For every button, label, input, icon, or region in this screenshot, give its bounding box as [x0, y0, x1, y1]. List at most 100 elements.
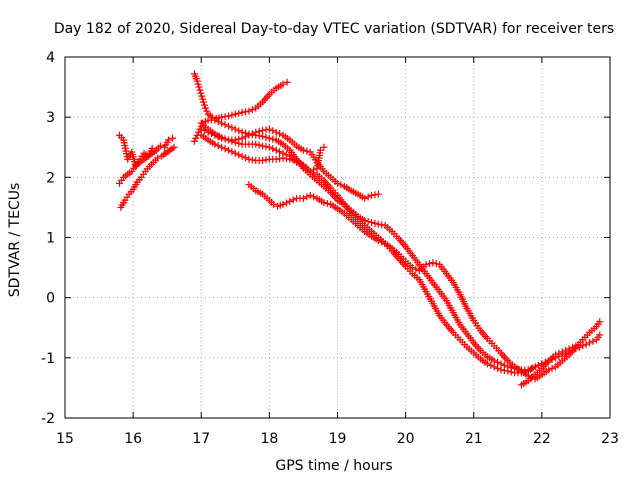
data-point-marker	[194, 80, 202, 88]
data-point-marker	[235, 151, 243, 159]
data-point-marker	[238, 128, 246, 136]
data-point-marker	[199, 95, 207, 103]
y-tick-label: 1	[46, 231, 55, 247]
series-track-a	[116, 131, 177, 171]
data-point-marker	[494, 364, 502, 372]
y-tick-label: 4	[46, 50, 55, 66]
x-tick-label: 17	[192, 431, 210, 447]
data-point-marker	[582, 340, 590, 348]
data-point-marker	[494, 358, 502, 366]
data-point-marker	[276, 130, 284, 138]
data-point-marker	[195, 83, 203, 91]
data-point-marker	[422, 261, 430, 269]
data-point-marker	[487, 361, 495, 369]
data-point-marker	[169, 134, 177, 142]
data-point-marker	[303, 147, 311, 155]
y-tick-label: -2	[41, 411, 55, 427]
data-point-marker	[211, 131, 219, 139]
data-point-marker	[555, 349, 563, 357]
data-point-marker	[231, 110, 239, 118]
data-point-marker	[193, 77, 201, 85]
series-track-d	[190, 70, 291, 122]
data-point-marker	[192, 134, 200, 142]
data-point-marker	[252, 140, 260, 148]
data-point-marker	[531, 363, 539, 371]
data-point-marker	[165, 136, 173, 144]
data-point-marker	[378, 238, 386, 246]
y-tick-label: 2	[46, 170, 55, 186]
data-point-marker	[201, 127, 209, 135]
data-point-marker	[170, 143, 178, 151]
data-point-marker	[211, 116, 219, 124]
data-points	[116, 70, 604, 389]
series-track-h	[197, 131, 328, 175]
data-point-marker	[197, 125, 205, 133]
data-point-marker	[279, 200, 287, 208]
data-point-marker	[374, 220, 382, 228]
y-tick-label: -1	[41, 351, 55, 367]
data-point-marker	[200, 101, 208, 109]
data-point-marker	[235, 135, 243, 143]
series-track-b	[117, 143, 178, 211]
data-point-marker	[272, 128, 280, 136]
data-point-marker	[364, 218, 372, 226]
data-point-marker	[572, 342, 580, 350]
data-point-marker	[242, 154, 250, 162]
data-point-marker	[596, 331, 604, 339]
data-point-marker	[154, 154, 162, 162]
data-point-marker	[497, 360, 505, 368]
y-tick-label: 0	[46, 291, 55, 307]
data-point-marker	[299, 146, 307, 154]
data-point-marker	[364, 193, 372, 201]
data-point-marker	[361, 194, 369, 202]
data-point-marker	[303, 193, 311, 201]
data-point-marker	[262, 143, 270, 151]
data-point-marker	[259, 126, 267, 134]
data-point-marker	[368, 191, 376, 199]
series-track-j	[517, 342, 580, 389]
data-point-marker	[214, 142, 222, 150]
data-point-marker	[306, 191, 314, 199]
data-point-marker	[242, 108, 250, 116]
data-point-marker	[198, 92, 206, 100]
data-point-marker	[310, 166, 318, 174]
data-point-marker	[228, 124, 236, 132]
data-point-marker	[500, 361, 508, 369]
data-point-marker	[156, 142, 164, 150]
data-point-marker	[272, 146, 280, 154]
data-point-marker	[245, 131, 253, 139]
data-point-marker	[238, 152, 246, 160]
x-tick-label: 21	[465, 431, 483, 447]
data-point-marker	[214, 118, 222, 126]
data-point-marker	[286, 197, 294, 205]
data-point-marker	[225, 112, 232, 120]
data-point-marker	[245, 107, 253, 115]
data-point-marker	[204, 128, 212, 136]
data-point-marker	[504, 363, 512, 371]
data-point-marker	[231, 149, 239, 157]
data-point-marker	[196, 86, 204, 94]
data-point-marker	[524, 366, 532, 374]
data-point-marker	[248, 156, 256, 164]
data-point-marker	[374, 190, 382, 198]
data-point-marker	[248, 106, 256, 114]
data-point-marker	[245, 155, 253, 163]
data-point-marker	[225, 146, 232, 154]
data-point-marker	[255, 141, 263, 149]
ticks	[64, 56, 611, 419]
data-point-marker	[408, 264, 416, 272]
data-point-marker	[272, 155, 280, 163]
data-point-marker	[231, 125, 239, 133]
data-point-marker	[299, 194, 307, 202]
data-point-marker	[337, 181, 345, 189]
data-point-marker	[279, 154, 287, 162]
data-point-marker	[218, 134, 226, 142]
data-point-marker	[211, 140, 219, 148]
data-point-marker	[218, 113, 226, 121]
y-tick-label: 3	[46, 110, 55, 126]
data-point-marker	[259, 142, 267, 150]
data-point-marker	[371, 191, 379, 199]
x-axis-label: GPS time / hours	[275, 458, 392, 474]
data-point-marker	[483, 360, 491, 368]
data-point-marker	[282, 155, 290, 163]
